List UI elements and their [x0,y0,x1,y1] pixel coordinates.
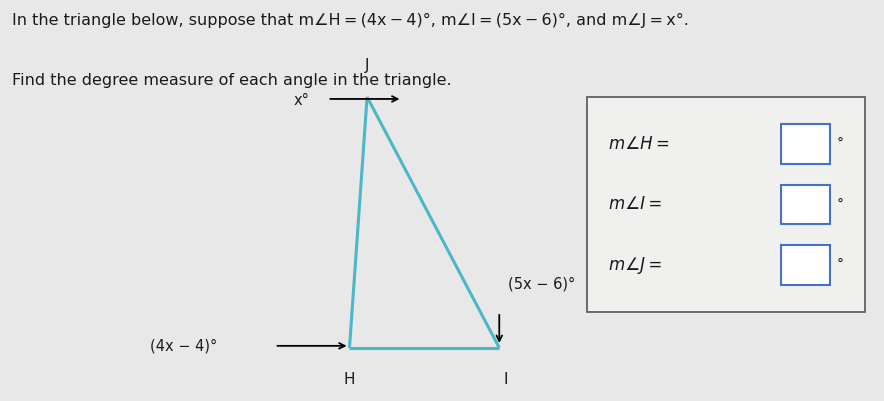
Text: I: I [503,372,507,387]
Text: J: J [365,58,370,73]
Text: m∠H =: m∠H = [609,135,670,153]
Bar [781,245,830,285]
Bar [781,124,830,164]
Text: Find the degree measure of each angle in the triangle.: Find the degree measure of each angle in… [12,73,452,88]
Text: In the triangle below, suppose that m∠H = (4x − 4)°, m∠I = (5x − 6)°, and m∠J = : In the triangle below, suppose that m∠H … [12,13,689,28]
Text: (5x − 6)°: (5x − 6)° [508,277,575,292]
Text: °: ° [837,137,844,151]
Text: H: H [344,372,355,387]
Text: °: ° [837,197,844,211]
Text: x°: x° [294,93,309,108]
Text: m∠J =: m∠J = [609,256,663,274]
Bar [781,184,830,225]
Text: °: ° [837,258,844,272]
Text: (4x − 4)°: (4x − 4)° [150,338,217,353]
Text: m∠I =: m∠I = [609,195,663,213]
Bar [587,97,865,312]
